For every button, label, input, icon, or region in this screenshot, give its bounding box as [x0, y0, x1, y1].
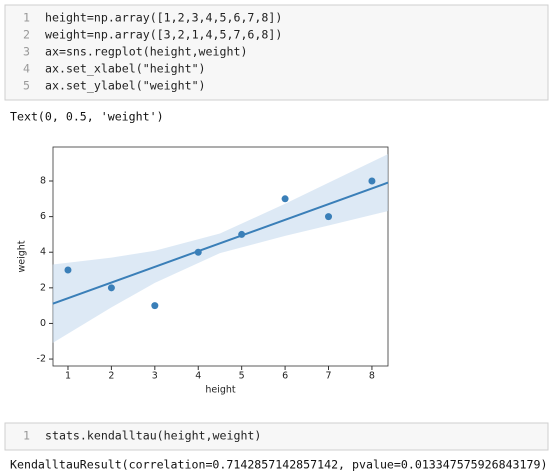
- code-line: weight=np.array([3,2,1,4,5,7,6,8]): [45, 28, 282, 42]
- code-line: stats.kendalltau(height,weight): [45, 429, 261, 443]
- data-point: [107, 284, 115, 292]
- data-point: [325, 213, 333, 221]
- axes-frame: [52, 146, 389, 367]
- data-point: [64, 266, 72, 274]
- confidence-band: [52, 154, 388, 343]
- y-tick-label: 6: [40, 211, 46, 222]
- x-tick-label: 5: [239, 371, 245, 382]
- data-point: [194, 248, 202, 256]
- x-tick-label: 3: [152, 371, 158, 382]
- line-number: 3: [23, 45, 30, 59]
- line-number: 2: [23, 28, 30, 42]
- data-point: [238, 230, 246, 238]
- y-tick-label: 8: [40, 176, 46, 187]
- x-tick-label: 6: [282, 371, 288, 382]
- y-axis-label: weight: [17, 240, 28, 272]
- x-tick-label: 8: [369, 371, 375, 382]
- y-tick-label: 2: [40, 282, 46, 293]
- x-tick-label: 7: [325, 371, 331, 382]
- code-cell[interactable]: [4, 422, 549, 451]
- code-line: ax=sns.regplot(height,weight): [45, 45, 247, 59]
- line-number: 1: [23, 11, 30, 25]
- x-tick-label: 1: [65, 371, 71, 382]
- line-number: 4: [23, 62, 30, 76]
- line-number: 5: [23, 79, 30, 93]
- data-point: [368, 177, 376, 185]
- y-tick-label: 4: [40, 247, 46, 258]
- code-line: ax.set_xlabel("height"): [45, 62, 206, 76]
- code-cell[interactable]: [4, 4, 549, 101]
- data-point: [281, 195, 289, 203]
- code-line: height=np.array([1,2,3,4,5,6,7,8]): [45, 11, 282, 25]
- cell-output: KendalltauResult(correlation=0.714285714…: [10, 458, 547, 472]
- y-tick-label: -2: [37, 354, 46, 365]
- regression-line: [52, 181, 389, 305]
- code-line: ax.set_ylabel("weight"): [45, 79, 206, 93]
- y-tick-label: 0: [40, 318, 46, 329]
- x-tick-label: 2: [108, 371, 114, 382]
- cell-output: Text(0, 0.5, 'weight'): [10, 110, 164, 124]
- x-tick-label: 4: [195, 371, 201, 382]
- x-axis-label: height: [205, 385, 236, 396]
- line-number: 1: [23, 429, 30, 443]
- data-point: [151, 302, 159, 310]
